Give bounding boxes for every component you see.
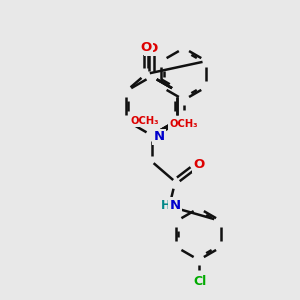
Text: N: N bbox=[153, 130, 164, 143]
Text: OCH₃: OCH₃ bbox=[130, 116, 159, 126]
Text: O: O bbox=[140, 41, 152, 54]
Text: O: O bbox=[194, 158, 205, 171]
Text: H: H bbox=[160, 199, 170, 212]
Text: OCH₃: OCH₃ bbox=[170, 119, 198, 130]
Text: O: O bbox=[146, 42, 157, 55]
Text: N: N bbox=[169, 199, 181, 212]
Text: Cl: Cl bbox=[194, 275, 207, 288]
